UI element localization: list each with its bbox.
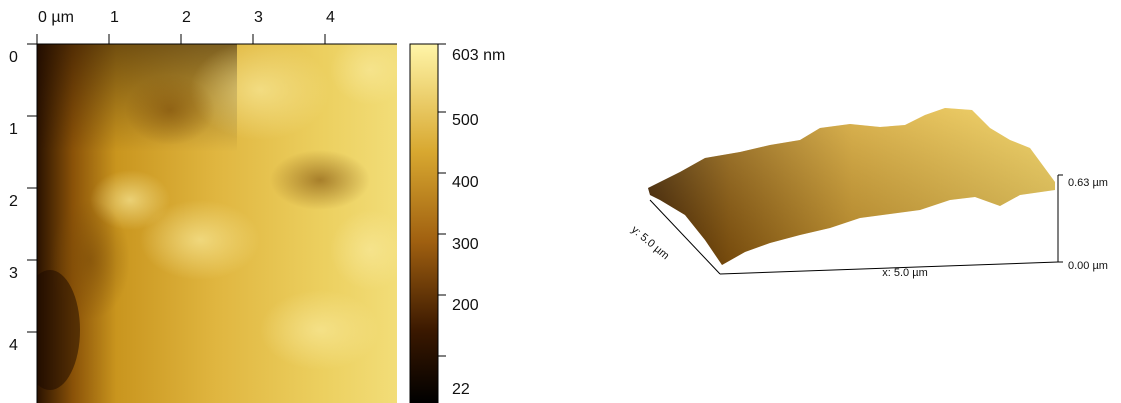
x-tick-label: 0 µm bbox=[38, 9, 74, 26]
colorbar-label: 400 bbox=[452, 174, 479, 191]
colorbar-label: 603 nm bbox=[452, 47, 505, 64]
y-tick-label: 1 bbox=[9, 121, 18, 138]
y-tick-label: 2 bbox=[9, 193, 18, 210]
y-tick-label: 4 bbox=[9, 337, 18, 354]
x-tick-label: 2 bbox=[182, 9, 191, 26]
x-tick-label: 3 bbox=[254, 9, 263, 26]
x-tick-label: 4 bbox=[326, 9, 335, 26]
x-tick-label: 1 bbox=[110, 9, 119, 26]
y-tick-label: 3 bbox=[9, 265, 18, 282]
x-axis-label: x: 5.0 µm bbox=[882, 267, 927, 279]
z-label: 0.63 µm bbox=[1068, 177, 1108, 189]
height-image bbox=[20, 35, 410, 403]
y-axis-label: y: 5.0 µm bbox=[629, 224, 672, 262]
figure: 0 µm 1 2 3 4 0 1 2 3 4 603 nm 500 400 300 200 22 y: 5… bbox=[0, 0, 1121, 403]
z-label: 0.00 µm bbox=[1068, 260, 1108, 272]
colorbar-label: 22 bbox=[452, 381, 470, 398]
colorbar-label: 500 bbox=[452, 112, 479, 129]
colorbar-label: 300 bbox=[452, 236, 479, 253]
colorbar bbox=[410, 44, 438, 403]
y-tick-label: 0 bbox=[9, 49, 18, 66]
colorbar-label: 200 bbox=[452, 297, 479, 314]
